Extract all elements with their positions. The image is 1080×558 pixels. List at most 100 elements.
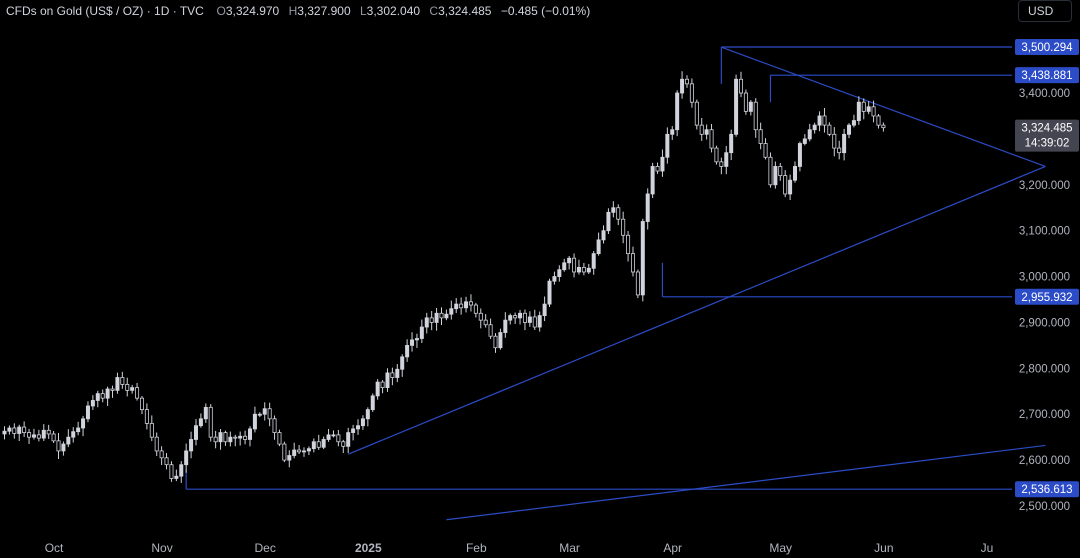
- candle-body-up: [71, 431, 76, 438]
- candle: [640, 218, 645, 302]
- candle-body-up: [247, 428, 252, 440]
- current-price-value: 3,324.485: [1021, 123, 1072, 135]
- candle: [41, 424, 46, 441]
- price-level-label[interactable]: 3,500.294: [1015, 39, 1079, 55]
- candle-body-down: [144, 409, 149, 424]
- candle-body-up: [788, 179, 793, 195]
- candle: [395, 364, 400, 383]
- candle-body-up: [130, 387, 135, 391]
- candle-body-down: [468, 301, 473, 306]
- candle-body-down: [572, 257, 577, 273]
- candle-body-up: [262, 408, 267, 415]
- candle-body-up: [856, 101, 861, 121]
- candle-body-down: [100, 393, 105, 399]
- candle: [360, 415, 365, 430]
- candle: [827, 122, 832, 137]
- candle: [297, 445, 302, 455]
- candle: [660, 149, 665, 177]
- candle-body-up: [238, 435, 243, 439]
- x-tick-label: Ju: [981, 541, 994, 555]
- candle: [321, 436, 326, 450]
- candle-body-down: [709, 129, 714, 149]
- candle-body-down: [739, 78, 744, 94]
- candle-body-up: [41, 429, 46, 439]
- high-value: 3,327.900: [297, 4, 351, 18]
- candle-body-down: [758, 129, 763, 144]
- candle: [459, 297, 464, 315]
- candle: [508, 313, 513, 325]
- candle-body-up: [174, 475, 179, 479]
- trendline[interactable]: [721, 46, 1046, 168]
- price-level-label[interactable]: 3,438.881: [1015, 67, 1079, 84]
- candle-body-up: [611, 207, 616, 213]
- candle-body-down: [778, 166, 783, 177]
- price-level-label-text: 2,955.932: [1021, 292, 1072, 304]
- candle: [552, 271, 557, 285]
- candle-body-up: [518, 312, 523, 319]
- candle: [243, 430, 248, 445]
- candle: [468, 294, 473, 312]
- candle-body-up: [842, 133, 847, 154]
- candle: [768, 152, 773, 188]
- candle: [522, 309, 527, 331]
- candle-body-down: [827, 124, 832, 135]
- candle: [699, 117, 704, 141]
- candle: [144, 403, 149, 430]
- candle-body-up: [729, 133, 734, 154]
- candle: [822, 107, 827, 133]
- candle-body-down: [272, 418, 277, 433]
- candle-body-up: [311, 441, 316, 450]
- price-level-label-text: 3,500.294: [1021, 42, 1073, 54]
- candle: [793, 161, 798, 183]
- candle: [684, 75, 689, 88]
- candle: [596, 232, 601, 256]
- price-level-label[interactable]: 2,536.613: [1015, 481, 1079, 498]
- candle: [645, 188, 650, 230]
- candle: [228, 431, 233, 447]
- candle: [503, 312, 508, 338]
- candle: [856, 96, 861, 125]
- currency-button[interactable]: USD: [1018, 0, 1072, 22]
- candle-body-up: [414, 338, 419, 341]
- time-axis[interactable]: Oct Nov Dec 2025 Feb Mar Apr May Jun Ju: [45, 541, 994, 555]
- candle-body-up: [405, 344, 410, 358]
- current-price-label[interactable]: 3,324.485 14:39:02: [1015, 119, 1079, 152]
- candle: [95, 390, 100, 408]
- candle: [385, 368, 390, 392]
- candle: [370, 393, 375, 412]
- candle-body-down: [635, 271, 640, 296]
- candle: [213, 430, 218, 449]
- candle: [591, 250, 596, 275]
- candle: [287, 450, 292, 468]
- candle: [2, 426, 7, 440]
- change-value: −0.485 (−0.01%): [500, 4, 591, 18]
- candle-body-up: [527, 316, 532, 323]
- y-tick-label: 2,800.000: [1019, 363, 1070, 375]
- candle-body-up: [537, 315, 542, 328]
- candle-body-up: [331, 434, 336, 437]
- trendline[interactable]: [446, 444, 1046, 521]
- price-level-label[interactable]: 2,955.932: [1015, 288, 1079, 305]
- candle-body-down: [36, 434, 41, 439]
- candle-body-down: [149, 423, 154, 438]
- candle: [341, 439, 346, 454]
- candle: [267, 402, 272, 427]
- price-axis[interactable]: 2,500.000 2,600.000 2,700.000 2,800.000 2,90…: [1019, 88, 1070, 513]
- candle: [115, 372, 120, 394]
- candle-body-down: [832, 133, 837, 149]
- symbol-title[interactable]: CFDs on Gold (US$ / OZ) · 1D · TVC: [6, 4, 204, 18]
- trendline[interactable]: [347, 165, 1046, 455]
- candle: [832, 127, 837, 157]
- candle: [812, 122, 817, 134]
- candle-body-down: [213, 436, 218, 443]
- candle: [748, 100, 753, 116]
- candle: [405, 339, 410, 362]
- candle: [719, 157, 724, 175]
- candle: [51, 430, 56, 443]
- candle: [247, 426, 252, 447]
- candle: [110, 385, 115, 398]
- y-tick-label: 2,500.000: [1019, 501, 1070, 513]
- candle-body-down: [12, 427, 17, 434]
- candle-body-up: [464, 301, 469, 309]
